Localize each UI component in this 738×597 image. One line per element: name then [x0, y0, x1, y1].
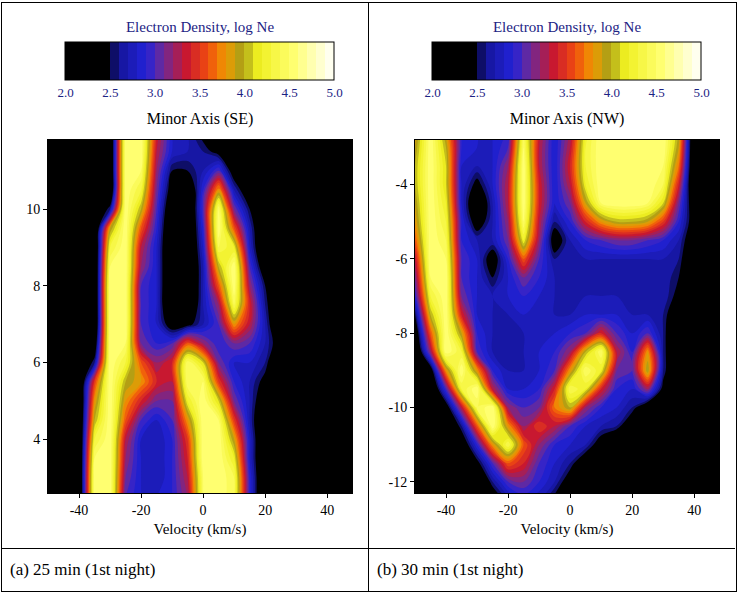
svg-text:-4: -4	[396, 177, 408, 192]
svg-text:3.5: 3.5	[559, 85, 575, 100]
svg-text:4.0: 4.0	[237, 85, 253, 100]
svg-text:0: 0	[567, 503, 574, 518]
svg-text:Minor Axis (SE): Minor Axis (SE)	[147, 110, 254, 128]
svg-text:Electron Density, log Ne: Electron Density, log Ne	[126, 19, 274, 35]
svg-text:4: 4	[33, 432, 40, 447]
svg-text:20: 20	[258, 503, 272, 518]
svg-text:-6: -6	[396, 252, 408, 267]
svg-text:6: 6	[33, 355, 40, 370]
svg-text:Velocity (km/s): Velocity (km/s)	[154, 521, 247, 538]
svg-text:3.0: 3.0	[514, 85, 530, 100]
svg-text:-12: -12	[389, 475, 408, 490]
svg-text:4.5: 4.5	[649, 85, 665, 100]
svg-text:8: 8	[33, 279, 40, 294]
svg-text:40: 40	[320, 503, 334, 518]
svg-text:40: 40	[687, 503, 701, 518]
svg-text:2.5: 2.5	[102, 85, 118, 100]
svg-text:4.0: 4.0	[604, 85, 620, 100]
svg-text:-40: -40	[437, 503, 456, 518]
svg-text:-20: -20	[499, 503, 518, 518]
svg-text:4.5: 4.5	[282, 85, 298, 100]
svg-text:-20: -20	[132, 503, 151, 518]
html-text:(b) 30 min (1st night): (b) 30 min (1st night)	[377, 560, 524, 579]
svg-text:Minor Axis (NW): Minor Axis (NW)	[510, 110, 625, 128]
svg-text:10: 10	[26, 202, 40, 217]
svg-text:3.0: 3.0	[147, 85, 163, 100]
svg-text:-10: -10	[389, 400, 408, 415]
svg-text:-40: -40	[70, 503, 89, 518]
svg-text:-8: -8	[396, 326, 408, 341]
svg-text:2.5: 2.5	[469, 85, 485, 100]
svg-text:Electron Density, log Ne: Electron Density, log Ne	[493, 19, 641, 35]
svg-text:0: 0	[200, 503, 207, 518]
svg-text:5.0: 5.0	[693, 85, 709, 100]
svg-text:20: 20	[625, 503, 639, 518]
svg-text:3.5: 3.5	[192, 85, 208, 100]
svg-text:2.0: 2.0	[424, 85, 440, 100]
svg-text:5.0: 5.0	[326, 85, 342, 100]
html-text:(a) 25 min (1st night): (a) 25 min (1st night)	[10, 560, 156, 579]
svg-text:Velocity (km/s): Velocity (km/s)	[521, 521, 614, 538]
svg-text:2.0: 2.0	[57, 85, 73, 100]
